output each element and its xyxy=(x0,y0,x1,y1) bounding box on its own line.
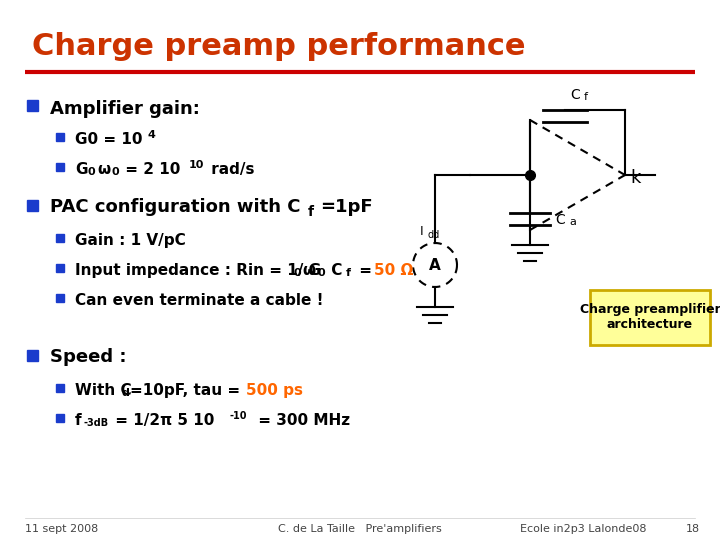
Text: -3dB: -3dB xyxy=(84,418,109,428)
Text: f: f xyxy=(346,268,351,278)
Text: ω: ω xyxy=(97,162,110,177)
Text: f: f xyxy=(584,92,588,102)
Text: = 300 MHz: = 300 MHz xyxy=(253,413,350,428)
Text: Charge preamp performance: Charge preamp performance xyxy=(32,32,526,61)
Text: Charge preamplifier
architecture: Charge preamplifier architecture xyxy=(580,303,720,332)
Text: 50 Ω: 50 Ω xyxy=(374,263,413,278)
Text: Ecole in2p3 Lalonde08: Ecole in2p3 Lalonde08 xyxy=(520,524,647,534)
Text: Amplifier gain:: Amplifier gain: xyxy=(50,100,200,118)
Text: =1pF: =1pF xyxy=(320,198,373,216)
Text: Input impedance : Rin = 1/ G: Input impedance : Rin = 1/ G xyxy=(75,263,321,278)
Bar xyxy=(56,414,64,422)
Bar xyxy=(56,133,64,141)
Text: Speed :: Speed : xyxy=(50,348,127,366)
Text: I: I xyxy=(420,225,423,238)
Text: With C: With C xyxy=(75,383,132,398)
Text: f: f xyxy=(308,205,314,219)
Text: C: C xyxy=(555,213,564,227)
Bar xyxy=(56,234,64,242)
Bar xyxy=(56,264,64,272)
Bar xyxy=(56,294,64,302)
Text: a: a xyxy=(569,217,576,227)
Bar xyxy=(27,199,37,211)
Text: -10: -10 xyxy=(230,411,248,421)
Text: Gain : 1 V/pC: Gain : 1 V/pC xyxy=(75,233,186,248)
Text: C: C xyxy=(570,88,580,102)
Text: dd: dd xyxy=(428,230,440,240)
Text: =10pF, tau =: =10pF, tau = xyxy=(130,383,246,398)
Bar xyxy=(27,99,37,111)
Text: C: C xyxy=(326,263,343,278)
Text: G: G xyxy=(75,162,88,177)
Text: 0: 0 xyxy=(88,167,96,177)
Text: d: d xyxy=(121,388,129,398)
Bar xyxy=(56,384,64,392)
Text: ω: ω xyxy=(302,263,315,278)
Text: 11 sept 2008: 11 sept 2008 xyxy=(25,524,98,534)
Bar xyxy=(56,163,64,171)
Text: PAC configuration with C: PAC configuration with C xyxy=(50,198,300,216)
Text: G0 = 10: G0 = 10 xyxy=(75,132,143,147)
Text: rad/s: rad/s xyxy=(206,162,254,177)
Text: k: k xyxy=(630,169,640,187)
Text: 0: 0 xyxy=(112,167,120,177)
Text: 18: 18 xyxy=(686,524,700,534)
Text: 0: 0 xyxy=(317,268,325,278)
Text: =: = xyxy=(354,263,377,278)
Text: 4: 4 xyxy=(148,130,156,140)
Bar xyxy=(27,349,37,361)
Text: 500 ps: 500 ps xyxy=(246,383,303,398)
Text: 0: 0 xyxy=(293,268,301,278)
Text: A: A xyxy=(429,258,441,273)
Text: 10: 10 xyxy=(189,160,204,170)
Text: Can even terminate a cable !: Can even terminate a cable ! xyxy=(75,293,323,308)
Text: = 1/2π 5 10: = 1/2π 5 10 xyxy=(110,413,215,428)
Bar xyxy=(590,290,710,345)
Text: = 2 10: = 2 10 xyxy=(120,162,181,177)
Text: C. de La Taille   Pre'amplifiers: C. de La Taille Pre'amplifiers xyxy=(278,524,442,534)
Text: f: f xyxy=(75,413,81,428)
